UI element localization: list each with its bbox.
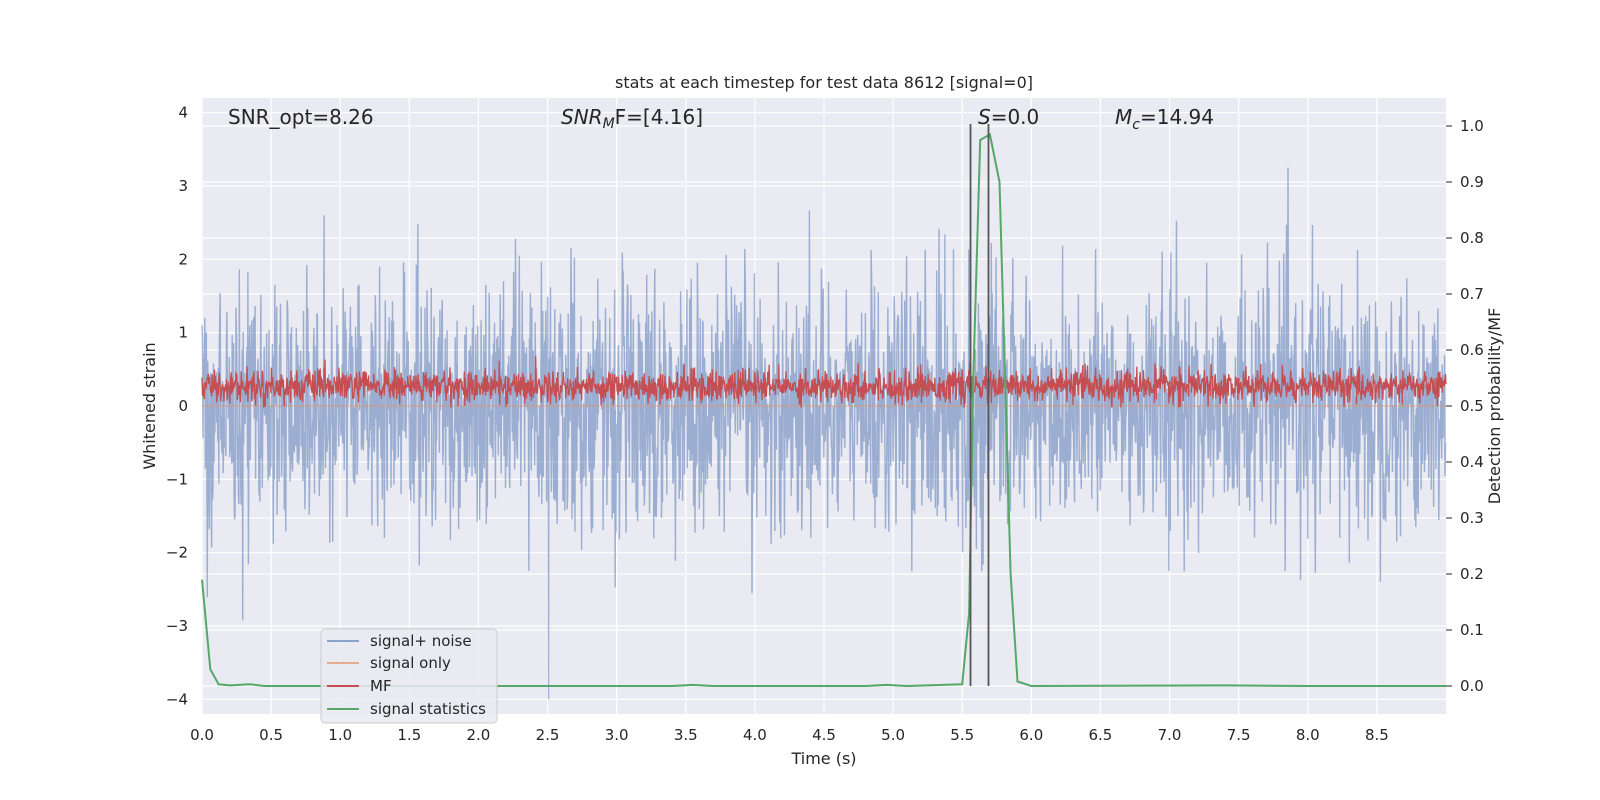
x-tick-label: 3.5 bbox=[674, 726, 698, 744]
legend-label-mf: MF bbox=[370, 677, 392, 695]
y-axis-label: Whitened strain bbox=[140, 342, 159, 469]
y-tick-labels: −4 −3 −2 −1 0 1 2 3 4 bbox=[166, 104, 188, 709]
y-tick-label: −4 bbox=[166, 690, 188, 708]
y-tick-label: 4 bbox=[178, 104, 188, 122]
legend-label-signal-statistics: signal statistics bbox=[370, 700, 486, 718]
mf-line bbox=[201, 355, 1447, 408]
x-tick-labels: 0.0 0.5 1.0 1.5 2.0 2.5 3.0 3.5 4.0 4.5 5.0 5.5 6.0 6… bbox=[190, 726, 1389, 744]
signal-statistics-line bbox=[201, 132, 1446, 688]
y-right-tick-label: 0.9 bbox=[1460, 173, 1484, 191]
chart-title: stats at each timestep for test data 861… bbox=[615, 73, 1033, 92]
legend-label-signal-noise: signal+ noise bbox=[370, 632, 472, 650]
y-right-tick-label: 0.2 bbox=[1460, 565, 1484, 583]
x-tick-label: 2.0 bbox=[467, 726, 491, 744]
x-tick-label: 3.0 bbox=[605, 726, 629, 744]
y-tick-label: 3 bbox=[178, 177, 188, 195]
y-right-tick-labels: 0.0 0.1 0.2 0.3 0.4 0.5 0.6 0.7 0.8 0.9 1.0 bbox=[1446, 117, 1484, 695]
series-layer bbox=[201, 132, 1447, 700]
x-tick-label: 8.0 bbox=[1296, 726, 1320, 744]
legend-label-signal-only: signal only bbox=[370, 654, 451, 672]
x-tick-label: 4.0 bbox=[743, 726, 767, 744]
y-tick-label: 2 bbox=[178, 250, 188, 268]
y-right-tick-label: 1.0 bbox=[1460, 117, 1484, 135]
x-tick-label: 1.5 bbox=[397, 726, 421, 744]
y-tick-label: −3 bbox=[166, 617, 188, 635]
snr-opt-annotation: SNR_opt=8.26 bbox=[228, 105, 374, 129]
y-right-tick-label: 0.5 bbox=[1460, 397, 1484, 415]
s-annotation: S=0.0 bbox=[978, 105, 1039, 129]
legend-box bbox=[320, 628, 498, 724]
y-right-tick-label: 0.3 bbox=[1460, 509, 1484, 527]
x-tick-label: 1.0 bbox=[328, 726, 352, 744]
x-tick-label: 5.5 bbox=[950, 726, 974, 744]
x-axis-label: Time (s) bbox=[790, 749, 856, 768]
x-tick-label: 7.5 bbox=[1227, 726, 1251, 744]
y-tick-label: 1 bbox=[178, 324, 188, 342]
x-tick-label: 2.5 bbox=[536, 726, 560, 744]
snr-mf-annotation: SNRMF=[4.16] bbox=[561, 105, 703, 132]
x-tick-label: 5.0 bbox=[881, 726, 905, 744]
mc-annotation: Mc=14.94 bbox=[1115, 105, 1214, 133]
x-tick-label: 0.0 bbox=[190, 726, 214, 744]
y-right-axis-label: Detection probability/MF bbox=[1485, 308, 1504, 505]
y-right-tick-label: 0.1 bbox=[1460, 621, 1484, 639]
x-tick-label: 6.5 bbox=[1089, 726, 1113, 744]
x-tick-label: 4.5 bbox=[812, 726, 836, 744]
y-right-tick-label: 0.7 bbox=[1460, 285, 1484, 303]
legend: signal+ noise signal only MF signal stat… bbox=[320, 628, 498, 724]
y-right-tick-label: 0.8 bbox=[1460, 229, 1484, 247]
x-tick-label: 6.0 bbox=[1019, 726, 1043, 744]
y-right-tick-label: 0.0 bbox=[1460, 677, 1484, 695]
vertical-markers bbox=[969, 124, 990, 686]
y-tick-label: −1 bbox=[166, 470, 188, 488]
x-tick-label: 8.5 bbox=[1365, 726, 1389, 744]
y-tick-label: −2 bbox=[166, 544, 188, 562]
x-tick-label: 7.0 bbox=[1158, 726, 1182, 744]
y-right-tick-label: 0.4 bbox=[1460, 453, 1484, 471]
y-tick-label: 0 bbox=[178, 397, 188, 415]
y-right-tick-label: 0.6 bbox=[1460, 341, 1484, 359]
x-tick-label: 0.5 bbox=[259, 726, 283, 744]
